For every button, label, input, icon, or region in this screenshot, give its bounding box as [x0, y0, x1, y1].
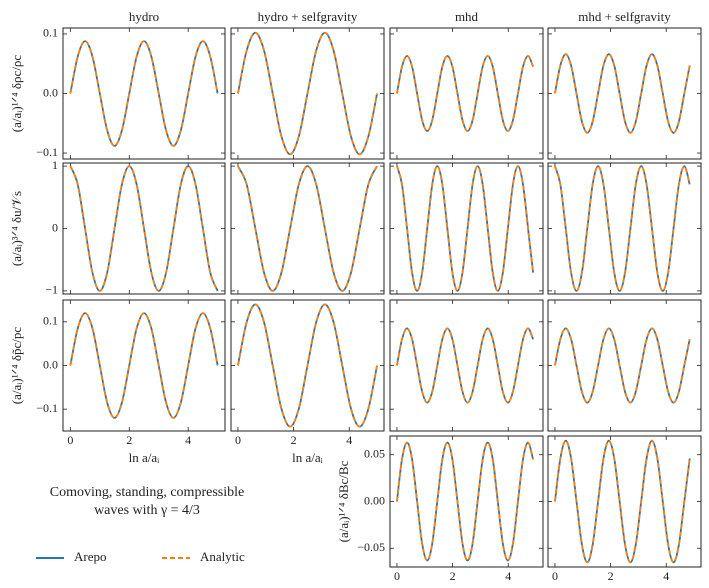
- annotation: Comoving, standing, compressible: [50, 485, 244, 500]
- panel-frame: [230, 27, 385, 160]
- panel: [547, 299, 702, 432]
- y-axis-label: (a/aᵢ)¹ᐟ⁴ δp̃c/pc: [9, 327, 24, 405]
- x-tick-label: 0: [552, 569, 558, 583]
- y-tick-label: −0.1: [36, 145, 58, 159]
- data-line: [237, 303, 378, 428]
- y-axis-label: (a/aᵢ)³ᐟ⁴ δu/𝒱s: [9, 191, 24, 266]
- x-tick-label: 2: [291, 433, 297, 447]
- panel-frame: [62, 27, 226, 160]
- data-line: [396, 165, 534, 292]
- panel-frame: [62, 299, 226, 432]
- data-line: [554, 53, 691, 134]
- panel: [389, 162, 544, 295]
- panel-title: mhd: [455, 9, 479, 24]
- x-tick-label: 0: [235, 433, 241, 447]
- y-tick-label: −0.1: [36, 401, 58, 415]
- panel-frame: [230, 299, 385, 432]
- data-line: [237, 165, 378, 292]
- panel-frame: [547, 299, 702, 432]
- panel-frame: [389, 27, 544, 160]
- data-line: [237, 31, 378, 156]
- data-line: [554, 53, 691, 134]
- panel: 0 2 4 ln a/aᵢ: [230, 299, 385, 465]
- panel-frame: [547, 162, 702, 295]
- y-tick-label: 0.1: [43, 314, 58, 328]
- panel-title: hydro + selfgravity: [258, 9, 358, 24]
- annotation: waves with γ = 4/3: [94, 503, 200, 518]
- y-tick-label: 0.0: [43, 85, 58, 99]
- x-tick-label: 2: [450, 569, 456, 583]
- panel: [389, 299, 544, 432]
- panel: 0 2 4: [547, 435, 702, 583]
- panel-frame: [389, 162, 544, 295]
- panel-frame: [547, 27, 702, 160]
- panel: 0 2 4 −0.05 0.00 0.05 (a/aᵢ)¹ᐟ⁴ δBc/Bc: [336, 435, 544, 583]
- panel-frame: [389, 299, 544, 432]
- y-tick-label: −0.05: [357, 540, 385, 554]
- data-line: [554, 165, 691, 292]
- data-line: [69, 165, 219, 292]
- data-line: [396, 55, 534, 132]
- legend: Arepo Analytic: [36, 549, 245, 564]
- panel: −0.1 0.0 0.1 hydro (a/aᵢ)¹ᐟ⁴ δρc/ρc: [9, 9, 226, 160]
- x-tick-label: 4: [346, 433, 352, 447]
- y-axis-label: (a/aᵢ)¹ᐟ⁴ δBc/Bc: [336, 460, 351, 542]
- panel: mhd: [389, 9, 544, 160]
- data-line: [396, 327, 534, 404]
- data-line: [237, 165, 378, 292]
- panel-frame: [230, 162, 385, 295]
- panel: hydro + selfgravity: [230, 9, 385, 160]
- x-tick-label: 4: [663, 569, 669, 583]
- data-line: [554, 327, 691, 404]
- panel: 0 2 4 −0.1 0.0 0.1 ln a/aᵢ (a/aᵢ)¹ᐟ⁴ δp̃c/pc: [9, 299, 226, 465]
- x-tick-label: 4: [185, 433, 191, 447]
- data-line: [554, 165, 691, 292]
- data-line: [69, 312, 219, 419]
- data-line: [554, 439, 691, 564]
- panel: [547, 162, 702, 295]
- x-tick-label: 2: [608, 569, 614, 583]
- data-line: [554, 327, 691, 404]
- data-line: [396, 441, 534, 562]
- x-tick-label: 0: [394, 569, 400, 583]
- y-tick-label: −1: [45, 283, 58, 297]
- y-tick-label: 1: [52, 158, 58, 172]
- legend-label: Arepo: [74, 549, 107, 564]
- y-tick-label: 0: [52, 220, 58, 234]
- panel-title: hydro: [129, 9, 159, 24]
- panel: [230, 162, 385, 295]
- legend-label: Analytic: [200, 549, 245, 564]
- panel-frame: [389, 435, 544, 568]
- x-axis-label: ln a/aᵢ: [129, 450, 161, 465]
- panel: mhd + selfgravity: [547, 9, 702, 160]
- panel-frame: [62, 162, 226, 295]
- data-line: [69, 40, 219, 147]
- x-tick-label: 4: [505, 569, 511, 583]
- data-line: [396, 165, 534, 292]
- panel-title: mhd + selfgravity: [578, 9, 671, 24]
- x-axis-label: ln a/aᵢ: [292, 450, 324, 465]
- y-axis-label: (a/aᵢ)¹ᐟ⁴ δρc/ρc: [9, 55, 24, 133]
- y-tick-label: 0.0: [43, 357, 58, 371]
- x-tick-label: 0: [67, 433, 73, 447]
- x-tick-label: 2: [126, 433, 132, 447]
- data-line: [554, 439, 691, 564]
- y-tick-label: 0.05: [364, 446, 385, 460]
- panel: −1 0 1 (a/aᵢ)³ᐟ⁴ δu/𝒱s: [9, 158, 226, 297]
- y-tick-label: 0.00: [364, 493, 385, 507]
- panel-frame: [547, 435, 702, 568]
- y-tick-label: 0.1: [43, 26, 58, 40]
